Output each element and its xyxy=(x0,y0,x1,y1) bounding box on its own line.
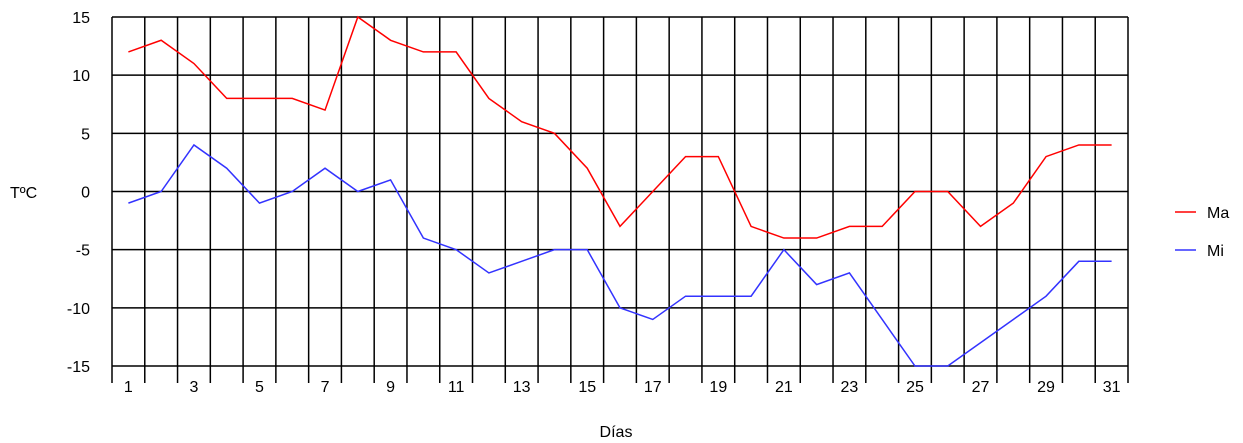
chart-grid xyxy=(111,16,1129,383)
series-line-ma xyxy=(128,15,1112,239)
x-tick-label: 5 xyxy=(255,379,264,396)
series-line-mi xyxy=(128,143,1112,367)
x-tick-label: 25 xyxy=(906,379,924,396)
y-tick-label: 15 xyxy=(72,10,90,27)
x-tick-label: 3 xyxy=(189,379,198,396)
x-tick-label: 19 xyxy=(709,379,727,396)
x-tick-label: 29 xyxy=(1037,379,1055,396)
x-tick-label: 27 xyxy=(972,379,990,396)
y-tick-label: -10 xyxy=(67,301,90,318)
y-tick-label: 10 xyxy=(72,68,90,85)
legend-label: Mi xyxy=(1207,243,1224,260)
x-tick-label: 17 xyxy=(644,379,662,396)
y-tick-label: -15 xyxy=(67,359,90,376)
x-axis-label: Días xyxy=(600,424,633,441)
chart-series xyxy=(128,15,1112,367)
y-axis-label: TºC xyxy=(10,185,37,202)
x-axis-ticks: 1 3 5 7 9 11 13 15 17 19 21 23 25 27 29 31 xyxy=(124,379,1121,396)
x-tick-label: 31 xyxy=(1103,379,1121,396)
x-tick-label: 15 xyxy=(578,379,596,396)
x-tick-label: 1 xyxy=(124,379,133,396)
x-tick-label: 11 xyxy=(448,379,465,396)
x-tick-label: 13 xyxy=(513,379,531,396)
x-tick-label: 21 xyxy=(775,379,793,396)
x-tick-label: 7 xyxy=(321,379,330,396)
y-tick-label: -5 xyxy=(76,243,90,260)
legend-label: Ma xyxy=(1207,205,1229,222)
x-tick-label: 23 xyxy=(841,379,859,396)
y-axis-ticks: 15 10 5 0 -5 -10 -15 xyxy=(67,10,90,376)
y-tick-label: 5 xyxy=(81,126,90,143)
chart-legend: Ma Mi xyxy=(1175,205,1229,260)
y-tick-label: 0 xyxy=(81,185,90,202)
x-tick-label: 9 xyxy=(386,379,395,396)
